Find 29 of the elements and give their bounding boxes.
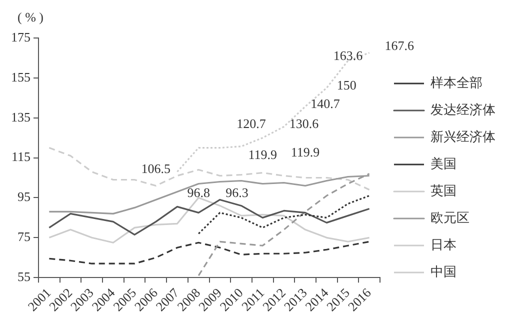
annotation: 167.6	[384, 38, 414, 54]
legend-label: 新兴经济体	[430, 128, 496, 144]
annotation: 140.7	[310, 96, 340, 111]
annotation: 119.9	[248, 146, 277, 162]
legend-label: 欧元区	[430, 210, 470, 225]
annotation: 96.8	[187, 185, 210, 200]
annotation: 119.9	[290, 144, 320, 160]
y-tick-label: 55	[18, 269, 30, 284]
legend-label: 美国	[430, 156, 456, 171]
y-tick-label: 155	[11, 69, 30, 84]
y-tick-label: 135	[11, 109, 30, 124]
line-series	[176, 52, 370, 173]
annotation: 106.5	[141, 161, 171, 176]
annotation: 96.3	[226, 185, 248, 200]
legend-label: 发达经济体	[430, 102, 496, 117]
legend-label: 样本全部	[430, 74, 482, 90]
y-tick-label: 75	[18, 229, 30, 244]
y-axis-title: ( % )	[18, 9, 44, 24]
line-series	[48, 240, 370, 264]
legend-label: 中国	[430, 264, 456, 279]
legend-label: 英国	[430, 182, 456, 198]
annotation: 150	[336, 77, 356, 92]
legend-label: 日本	[430, 236, 456, 252]
y-tick-label: 115	[11, 149, 30, 164]
y-tick-label: 175	[11, 29, 30, 44]
annotation: 130.6	[289, 116, 320, 132]
annotation: 163.6	[333, 48, 364, 64]
annotation: 120.7	[236, 116, 266, 131]
y-tick-label: 95	[18, 189, 30, 204]
